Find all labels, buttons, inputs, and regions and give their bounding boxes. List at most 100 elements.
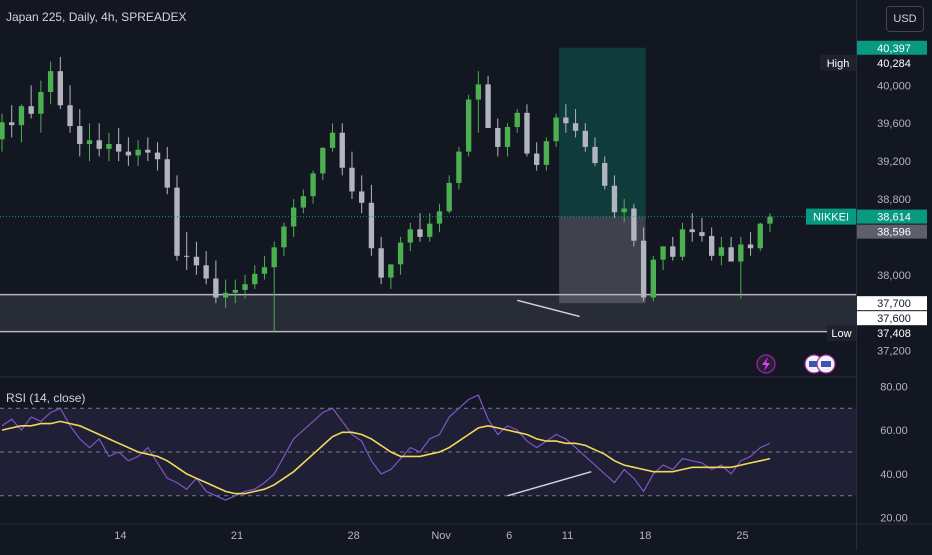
candle [0, 113, 5, 152]
candle-body [57, 71, 64, 106]
candle [359, 175, 365, 214]
rsi-title: RSI (14, close) [6, 391, 86, 405]
candle [57, 56, 64, 110]
candle-body [9, 122, 15, 126]
candle-body [86, 140, 93, 145]
candle-body [747, 244, 754, 249]
price-axis: 40,000 39,600 39,200 38,800 38,000 37,200 80.0… [806, 40, 927, 525]
candle-body [602, 163, 608, 186]
candle [47, 61, 54, 105]
candle-body [378, 248, 384, 278]
candle [18, 104, 25, 143]
candle-body [271, 247, 277, 268]
candle [543, 137, 550, 171]
price-marker: 40,397 [857, 40, 927, 55]
currency-button[interactable]: USD [886, 6, 924, 32]
price-marker-bg [857, 296, 927, 311]
trendline-price [517, 299, 580, 318]
candle-body [359, 191, 365, 203]
candle [504, 123, 511, 157]
candle-body [339, 132, 345, 168]
price-marker-bg [857, 311, 927, 326]
time-tick-label: 28 [348, 530, 360, 542]
price-marker-tag: NIKKEI [813, 212, 849, 224]
candle-body [368, 202, 375, 249]
candle-body [689, 229, 695, 233]
candle [125, 137, 132, 166]
flag-icon-stripe [821, 361, 831, 367]
price-tick-label: 40,000 [877, 80, 911, 92]
time-tick-label: 18 [639, 530, 651, 542]
candle [349, 151, 355, 199]
candle-body [495, 127, 501, 147]
candle-body [708, 235, 715, 256]
candle [154, 142, 161, 171]
event-icons[interactable] [756, 354, 836, 374]
candle [96, 123, 102, 157]
candle-body [611, 185, 618, 213]
candle-body [436, 211, 443, 224]
candle [115, 127, 122, 162]
candle [475, 71, 482, 133]
candle-body [252, 273, 258, 285]
candle-body [514, 112, 520, 128]
time-axis: 14 21 28 Nov 6 11 18 25 [114, 530, 748, 542]
position-target-area [559, 47, 646, 217]
price-marker: 40,284 High [820, 54, 927, 71]
candle-body [47, 71, 54, 92]
price-marker-bg [857, 326, 927, 341]
candle [582, 123, 588, 152]
candle-body [679, 229, 686, 257]
candle [310, 170, 316, 204]
candle-body [767, 216, 773, 224]
candle-body [242, 284, 248, 290]
candle [290, 199, 297, 237]
candle-body [553, 117, 559, 142]
candle [757, 222, 763, 252]
chart-title: Japan 225, Daily, 4h, SPREADEX [6, 10, 187, 24]
candle-body [213, 278, 219, 298]
price-marker-tag: High [827, 58, 850, 70]
long-position-tool[interactable] [559, 47, 646, 304]
candle-body [38, 91, 44, 114]
candle [135, 140, 141, 166]
candle-body [388, 264, 394, 278]
price-tick-label: 39,600 [877, 118, 911, 130]
candle-body [650, 259, 657, 298]
candle [77, 109, 83, 157]
candle [252, 265, 258, 289]
rsi-tick-label: 40.00 [880, 469, 908, 481]
candle [738, 236, 744, 299]
candle-body [504, 127, 511, 147]
candle-body [738, 244, 744, 262]
candle [106, 132, 112, 162]
candle-body [417, 229, 423, 237]
candle-body [631, 208, 637, 241]
rsi-ma-line [1, 420, 771, 495]
price-marker: 37,600 [857, 311, 927, 326]
candle [563, 104, 569, 133]
candle-body [485, 84, 491, 128]
candle-body [407, 229, 413, 243]
candle [222, 279, 229, 308]
drawings [0, 216, 856, 318]
position-stop-area [559, 216, 646, 304]
candle [407, 222, 413, 252]
candle-body [475, 84, 482, 100]
candle-body [524, 112, 530, 154]
candle [495, 118, 501, 157]
candle [592, 137, 598, 166]
candle [174, 175, 180, 261]
candle [524, 104, 530, 157]
candle [427, 213, 433, 242]
candle [67, 85, 73, 133]
candle [164, 146, 170, 195]
rsi-tick-label: 80.00 [880, 381, 908, 393]
candle [38, 80, 44, 133]
trendline-rsi [507, 470, 592, 497]
time-tick-label: 6 [506, 530, 512, 542]
price-tick-label: 39,200 [877, 156, 911, 168]
